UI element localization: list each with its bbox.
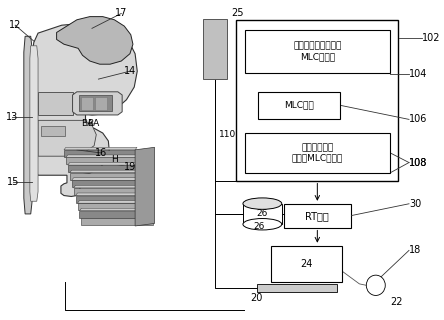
Polygon shape [75,196,147,203]
FancyBboxPatch shape [79,95,112,111]
Text: 24: 24 [300,259,313,269]
Text: 26: 26 [254,222,265,231]
Polygon shape [30,46,38,201]
Polygon shape [74,188,145,195]
Text: BA: BA [81,119,93,128]
Polygon shape [78,201,151,203]
Text: 108: 108 [409,157,428,168]
Text: RT计划: RT计划 [305,211,329,221]
Bar [245,133,389,173]
Polygon shape [68,165,139,172]
Text: 106: 106 [409,114,428,124]
Text: 12: 12 [9,20,21,30]
Text: 13: 13 [6,112,18,122]
Bar [284,204,351,228]
Text: 22: 22 [390,297,402,307]
Polygon shape [79,208,153,211]
Polygon shape [56,17,133,64]
Polygon shape [71,178,145,180]
Polygon shape [79,211,151,218]
Text: 14: 14 [124,66,136,76]
Text: 15: 15 [7,177,20,187]
Text: 108: 108 [409,157,428,168]
Bar [257,284,337,292]
Text: 110: 110 [219,130,237,139]
Text: 26: 26 [257,209,268,219]
Text: 102: 102 [422,33,440,43]
Polygon shape [78,203,149,210]
Text: 19: 19 [124,162,136,172]
Ellipse shape [243,219,282,230]
Polygon shape [72,92,122,115]
Bar [41,126,65,136]
Bar [81,97,93,110]
Polygon shape [135,147,155,226]
Polygon shape [68,163,141,165]
Text: 设置（多个）
粘粒度MLC分辨率: 设置（多个） 粘粒度MLC分辨率 [292,143,343,163]
Text: H: H [111,155,118,164]
Text: 设置（多个）粗粒度
MLC分辨率: 设置（多个）粗粒度 MLC分辨率 [293,42,341,61]
Text: 18: 18 [409,245,421,255]
Polygon shape [64,150,135,157]
Text: MLC优化: MLC优化 [284,101,314,110]
Text: 30: 30 [409,199,421,209]
Polygon shape [70,170,143,173]
Text: BA: BA [87,119,99,128]
Text: 25: 25 [231,8,244,19]
Polygon shape [32,23,137,196]
Polygon shape [81,218,153,225]
Ellipse shape [366,275,385,295]
Ellipse shape [243,198,282,209]
Text: 104: 104 [409,69,428,79]
Polygon shape [75,193,149,196]
Polygon shape [66,157,137,164]
Polygon shape [71,180,143,187]
Polygon shape [64,147,137,150]
Text: 20: 20 [250,293,263,303]
Text: 17: 17 [115,8,127,19]
Bar [95,97,107,110]
Text: 16: 16 [95,148,107,158]
Bar [243,204,282,224]
Polygon shape [70,173,141,180]
Bar [258,92,340,119]
Polygon shape [38,92,72,115]
Polygon shape [66,155,139,157]
Polygon shape [24,36,32,214]
Bar [237,20,398,180]
Polygon shape [74,185,147,188]
Polygon shape [38,120,96,156]
Bar [271,246,342,282]
Bar [203,19,227,79]
Bar [245,30,389,73]
